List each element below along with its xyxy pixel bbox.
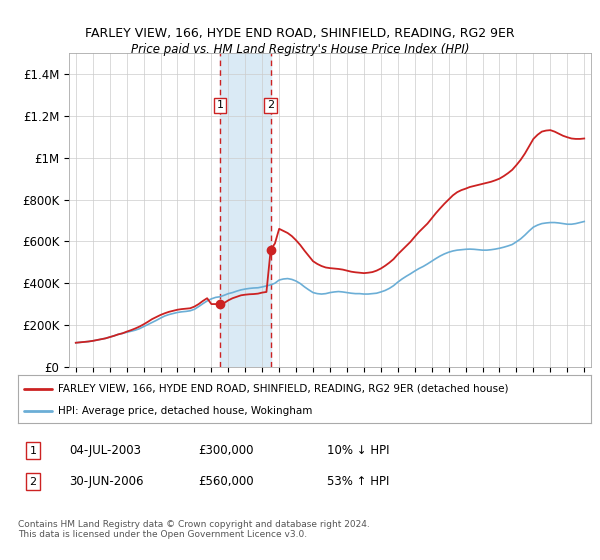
Text: £560,000: £560,000 [198,475,254,488]
Text: 1: 1 [29,446,37,456]
Bar [220,53,271,367]
Text: FARLEY VIEW, 166, HYDE END ROAD, SHINFIELD, READING, RG2 9ER (detached house): FARLEY VIEW, 166, HYDE END ROAD, SHINFIE… [58,384,509,394]
Text: 2: 2 [29,477,37,487]
Text: £300,000: £300,000 [198,444,254,458]
Text: 2: 2 [267,100,274,110]
Text: HPI: Average price, detached house, Wokingham: HPI: Average price, detached house, Woki… [58,406,313,416]
Text: Price paid vs. HM Land Registry's House Price Index (HPI): Price paid vs. HM Land Registry's House … [131,43,469,56]
Text: 04-JUL-2003: 04-JUL-2003 [69,444,141,458]
Text: FARLEY VIEW, 166, HYDE END ROAD, SHINFIELD, READING, RG2 9ER: FARLEY VIEW, 166, HYDE END ROAD, SHINFIE… [85,27,515,40]
Text: 1: 1 [217,100,223,110]
Text: 53% ↑ HPI: 53% ↑ HPI [327,475,389,488]
Text: 10% ↓ HPI: 10% ↓ HPI [327,444,389,458]
Text: Contains HM Land Registry data © Crown copyright and database right 2024.
This d: Contains HM Land Registry data © Crown c… [18,520,370,539]
Text: 30-JUN-2006: 30-JUN-2006 [69,475,143,488]
